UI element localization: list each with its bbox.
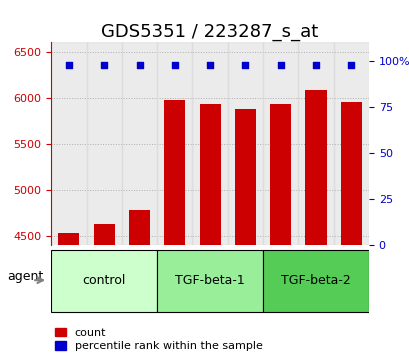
Bar: [51, 42, 86, 245]
Text: agent: agent: [7, 270, 43, 283]
Bar: [93, 224, 115, 354]
Bar: [164, 99, 185, 354]
Bar: [340, 102, 361, 354]
Text: control: control: [82, 274, 126, 287]
Bar: [58, 233, 79, 354]
Bar: [234, 109, 255, 354]
Point: [101, 62, 107, 68]
Bar: [157, 42, 192, 245]
Legend: count, percentile rank within the sample: count, percentile rank within the sample: [55, 328, 262, 351]
Bar: [192, 42, 227, 245]
Point: [136, 62, 142, 68]
Bar: [298, 42, 333, 245]
Bar: [270, 104, 291, 354]
FancyBboxPatch shape: [263, 250, 368, 312]
FancyBboxPatch shape: [157, 250, 263, 312]
FancyBboxPatch shape: [51, 250, 157, 312]
Text: TGF-beta-1: TGF-beta-1: [175, 274, 245, 287]
Text: TGF-beta-2: TGF-beta-2: [281, 274, 350, 287]
Bar: [305, 90, 326, 354]
Bar: [227, 42, 263, 245]
Point: [277, 62, 283, 68]
Bar: [199, 104, 220, 354]
Point: [312, 62, 319, 68]
Bar: [333, 42, 368, 245]
Point: [207, 62, 213, 68]
Bar: [263, 42, 298, 245]
Bar: [128, 210, 150, 354]
Point: [242, 62, 248, 68]
Title: GDS5351 / 223287_s_at: GDS5351 / 223287_s_at: [101, 23, 318, 41]
Bar: [86, 42, 121, 245]
Point: [65, 62, 72, 68]
Point: [171, 62, 178, 68]
Bar: [121, 42, 157, 245]
Point: [347, 62, 354, 68]
